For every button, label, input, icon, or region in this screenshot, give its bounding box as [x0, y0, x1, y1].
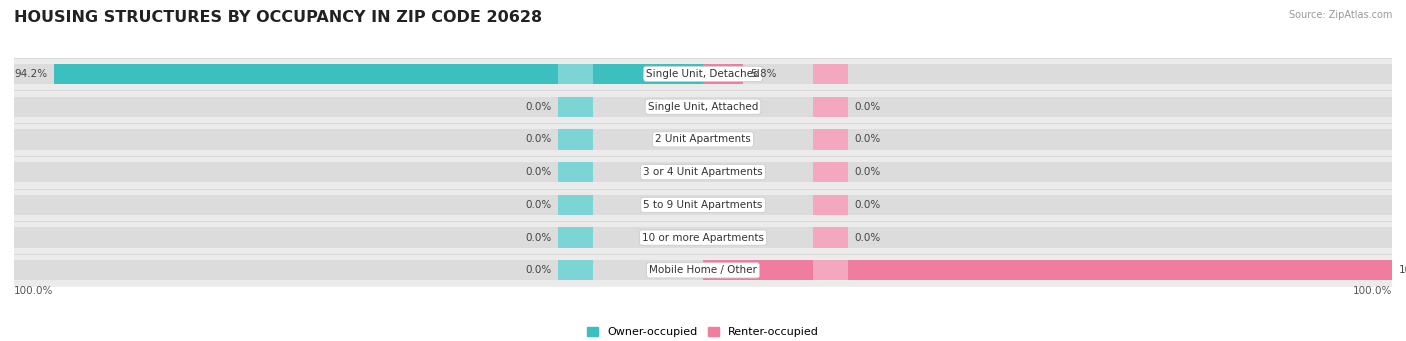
Bar — [813, 129, 848, 150]
Bar — [14, 254, 1392, 287]
Bar — [14, 189, 1392, 221]
Bar — [813, 227, 848, 248]
Text: 100.0%: 100.0% — [14, 286, 53, 296]
Bar — [14, 90, 1392, 123]
Bar — [14, 195, 1392, 215]
Text: 0.0%: 0.0% — [526, 167, 551, 177]
Bar — [813, 64, 848, 84]
Bar — [14, 97, 1392, 117]
Text: 2 Unit Apartments: 2 Unit Apartments — [655, 134, 751, 144]
Bar — [813, 97, 848, 117]
Bar — [813, 162, 848, 182]
Text: 10 or more Apartments: 10 or more Apartments — [643, 233, 763, 242]
Text: 3 or 4 Unit Apartments: 3 or 4 Unit Apartments — [643, 167, 763, 177]
Bar — [813, 260, 848, 281]
Text: Mobile Home / Other: Mobile Home / Other — [650, 265, 756, 275]
Text: 0.0%: 0.0% — [855, 200, 880, 210]
Bar — [558, 260, 593, 281]
Text: 0.0%: 0.0% — [855, 167, 880, 177]
Bar — [14, 64, 1392, 84]
Text: 5.8%: 5.8% — [749, 69, 776, 79]
Text: 0.0%: 0.0% — [855, 134, 880, 144]
Text: Single Unit, Attached: Single Unit, Attached — [648, 102, 758, 112]
Text: 0.0%: 0.0% — [855, 102, 880, 112]
Bar — [703, 64, 742, 84]
Text: HOUSING STRUCTURES BY OCCUPANCY IN ZIP CODE 20628: HOUSING STRUCTURES BY OCCUPANCY IN ZIP C… — [14, 10, 543, 25]
Bar — [813, 195, 848, 215]
Bar — [14, 227, 1392, 248]
Bar — [558, 195, 593, 215]
Bar — [558, 97, 593, 117]
Text: 100.0%: 100.0% — [1353, 286, 1392, 296]
Legend: Owner-occupied, Renter-occupied: Owner-occupied, Renter-occupied — [582, 322, 824, 341]
Text: Source: ZipAtlas.com: Source: ZipAtlas.com — [1288, 10, 1392, 20]
Bar — [558, 64, 593, 84]
Bar — [558, 129, 593, 150]
Bar — [14, 221, 1392, 254]
Bar — [703, 260, 1392, 281]
Text: 0.0%: 0.0% — [526, 233, 551, 242]
Text: Single Unit, Detached: Single Unit, Detached — [647, 69, 759, 79]
Bar — [14, 123, 1392, 156]
Text: 0.0%: 0.0% — [526, 265, 551, 275]
Text: 100.0%: 100.0% — [1399, 265, 1406, 275]
Text: 5 to 9 Unit Apartments: 5 to 9 Unit Apartments — [644, 200, 762, 210]
Text: 0.0%: 0.0% — [855, 233, 880, 242]
Text: 0.0%: 0.0% — [526, 200, 551, 210]
Text: 0.0%: 0.0% — [526, 134, 551, 144]
Text: 0.0%: 0.0% — [526, 102, 551, 112]
Bar — [53, 64, 703, 84]
Bar — [14, 58, 1392, 90]
Bar — [14, 162, 1392, 182]
Bar — [14, 129, 1392, 150]
Bar — [558, 227, 593, 248]
Text: 94.2%: 94.2% — [14, 69, 48, 79]
Bar — [558, 162, 593, 182]
Bar — [14, 260, 1392, 281]
Bar — [14, 156, 1392, 189]
